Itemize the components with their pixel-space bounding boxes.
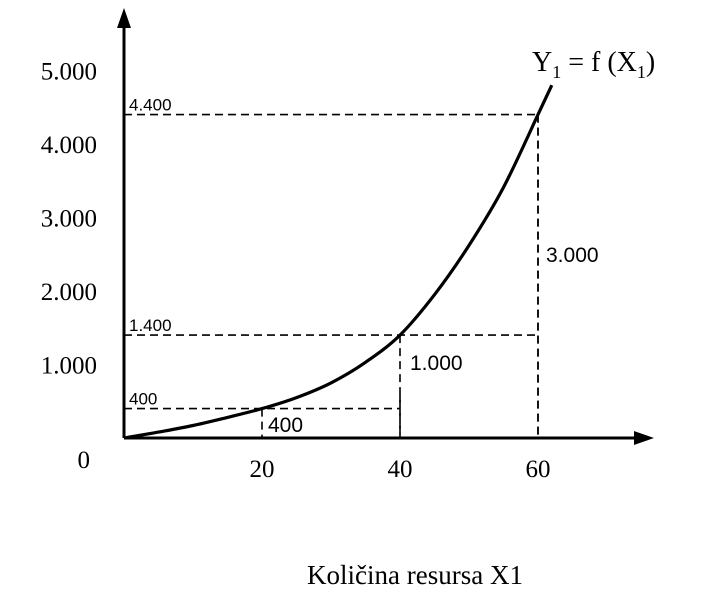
increment-label: 400 bbox=[268, 414, 303, 437]
y-tick-label: 4.000 bbox=[41, 132, 97, 159]
origin-label: 0 bbox=[78, 447, 91, 474]
axes bbox=[117, 8, 654, 445]
x-axis-arrow bbox=[634, 431, 654, 445]
reference-y-label: 1.400 bbox=[129, 316, 172, 335]
increment-label: 3.000 bbox=[546, 244, 599, 267]
curve-label: Y1 = f (X1) bbox=[532, 47, 655, 82]
x-tick-label: 40 bbox=[388, 456, 413, 483]
y-tick-label: 5.000 bbox=[41, 59, 97, 86]
reference-y-label: 4.400 bbox=[129, 96, 172, 115]
y-tick-label: 1.000 bbox=[41, 353, 97, 380]
x-tick-label: 60 bbox=[526, 456, 551, 483]
increment-labels: 400 1.000 3.000 bbox=[268, 244, 599, 437]
reference-labels: 400 1.400 4.400 bbox=[129, 96, 172, 409]
y-tick-labels: 1.000 2.000 3.000 4.000 5.000 bbox=[41, 59, 97, 380]
y-tick-label: 2.000 bbox=[41, 279, 97, 306]
x-tick-labels: 20 40 60 bbox=[250, 456, 551, 483]
y-tick-label: 3.000 bbox=[41, 206, 97, 233]
production-curve bbox=[123, 84, 554, 440]
y-axis-arrow bbox=[117, 8, 131, 28]
increment-label: 1.000 bbox=[410, 352, 463, 375]
reference-y-label: 400 bbox=[129, 390, 157, 409]
x-axis-label: Količina resursa X1 bbox=[307, 560, 523, 590]
reference-dashed-lines bbox=[124, 113, 539, 438]
x-tick-label: 20 bbox=[250, 456, 275, 483]
